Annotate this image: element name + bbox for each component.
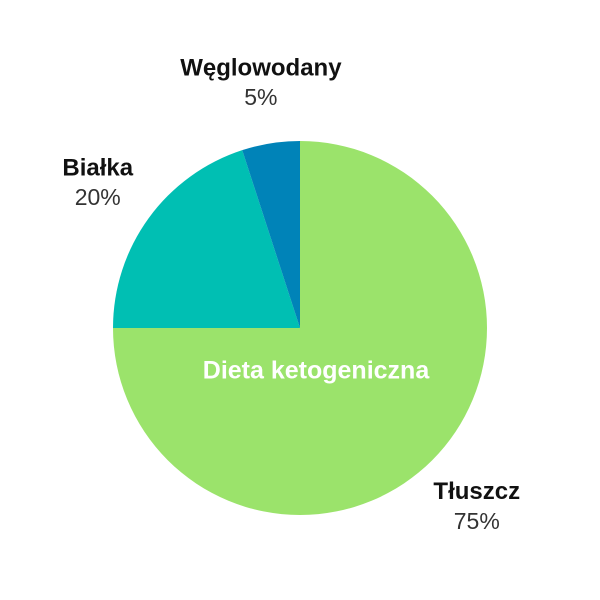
slice-name: Białka: [62, 154, 133, 181]
chart-title: Dieta ketogeniczna: [203, 357, 431, 385]
pie-slice: [242, 141, 300, 328]
slices: [113, 141, 487, 515]
slice-name: Węglowodany: [180, 54, 342, 81]
pie-slice: [113, 150, 300, 328]
slice-name: Tłuszcz: [433, 478, 520, 505]
slice-value-label: 20%: [75, 184, 121, 210]
slice-value-label: 75%: [454, 508, 500, 534]
slice-value-label: 5%: [244, 84, 277, 110]
